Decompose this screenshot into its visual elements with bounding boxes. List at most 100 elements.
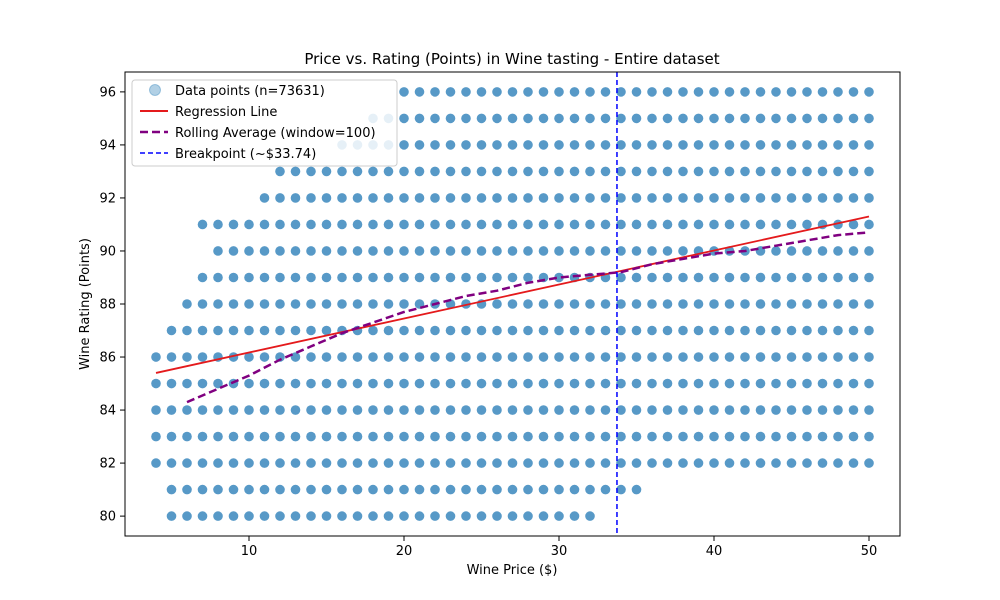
y-tick-label: 86 xyxy=(99,351,116,366)
data-point xyxy=(786,113,797,124)
data-point xyxy=(476,458,487,468)
data-point xyxy=(399,113,409,124)
data-point xyxy=(166,325,177,336)
data-point xyxy=(848,113,859,124)
data-point xyxy=(337,378,347,389)
data-point xyxy=(709,431,719,442)
y-tick-label: 82 xyxy=(99,457,116,472)
data-point xyxy=(678,272,688,283)
data-point xyxy=(786,299,797,309)
legend-label-data-points: Data points (n=73631) xyxy=(175,84,325,99)
data-point xyxy=(461,193,471,203)
data-point xyxy=(461,299,471,309)
data-point xyxy=(399,405,409,415)
data-point xyxy=(693,166,704,177)
data-point xyxy=(306,219,316,230)
data-point xyxy=(321,405,332,415)
data-point xyxy=(786,325,797,336)
data-point xyxy=(507,405,518,415)
data-point xyxy=(724,113,735,124)
data-point xyxy=(740,113,750,124)
data-point xyxy=(554,511,564,521)
data-point xyxy=(554,113,564,124)
data-point xyxy=(368,378,378,389)
data-point xyxy=(817,431,828,442)
data-point xyxy=(538,378,549,389)
data-point xyxy=(476,484,487,495)
data-point xyxy=(244,484,254,495)
data-point xyxy=(476,87,487,97)
data-point xyxy=(724,405,735,415)
data-point xyxy=(166,458,177,468)
data-point xyxy=(616,272,626,283)
data-point xyxy=(383,166,394,177)
data-point xyxy=(554,246,564,256)
data-point xyxy=(802,299,812,309)
data-point xyxy=(600,87,611,97)
data-point xyxy=(445,166,456,177)
data-point xyxy=(492,193,502,203)
data-point xyxy=(616,166,626,177)
data-point xyxy=(430,140,440,150)
data-point xyxy=(647,272,657,283)
data-point xyxy=(275,166,285,177)
data-point xyxy=(213,484,223,495)
data-point xyxy=(430,87,440,97)
data-point xyxy=(197,378,208,389)
data-point xyxy=(507,166,518,177)
data-point xyxy=(399,458,409,468)
data-point xyxy=(740,166,750,177)
data-point xyxy=(507,272,518,283)
data-point xyxy=(693,87,704,97)
data-point xyxy=(554,378,564,389)
data-point xyxy=(476,272,487,283)
data-point xyxy=(445,193,456,203)
data-point xyxy=(616,405,626,415)
data-point xyxy=(476,405,487,415)
data-point xyxy=(476,193,487,203)
data-point xyxy=(569,166,580,177)
data-point xyxy=(724,87,735,97)
data-point xyxy=(399,378,409,389)
data-point xyxy=(197,511,208,521)
data-point xyxy=(631,219,642,230)
data-point xyxy=(383,458,394,468)
data-point xyxy=(631,431,642,442)
data-point xyxy=(306,193,316,203)
data-point xyxy=(182,511,192,521)
data-point xyxy=(538,405,549,415)
data-point xyxy=(647,458,657,468)
data-point xyxy=(585,405,595,415)
data-point xyxy=(368,246,378,256)
data-point xyxy=(430,458,440,468)
data-point xyxy=(600,458,611,468)
data-point xyxy=(554,352,564,362)
data-point xyxy=(771,299,781,309)
data-point xyxy=(306,166,316,177)
data-point xyxy=(321,458,332,468)
data-point xyxy=(662,458,673,468)
data-point xyxy=(585,352,595,362)
data-point xyxy=(538,87,549,97)
data-point xyxy=(600,246,611,256)
data-point xyxy=(771,352,781,362)
data-point xyxy=(693,431,704,442)
data-point xyxy=(368,352,378,362)
data-point xyxy=(600,431,611,442)
data-points-layer xyxy=(151,87,874,521)
data-point xyxy=(368,484,378,495)
data-point xyxy=(383,511,394,521)
data-point xyxy=(290,325,301,336)
data-point xyxy=(724,299,735,309)
data-point xyxy=(430,219,440,230)
data-point xyxy=(864,458,874,468)
data-point xyxy=(352,431,363,442)
data-point xyxy=(275,272,285,283)
data-point xyxy=(864,272,874,283)
data-point xyxy=(445,352,456,362)
data-point xyxy=(290,272,301,283)
data-point xyxy=(709,272,719,283)
data-point xyxy=(275,378,285,389)
data-point xyxy=(647,246,657,256)
data-point xyxy=(523,113,533,124)
